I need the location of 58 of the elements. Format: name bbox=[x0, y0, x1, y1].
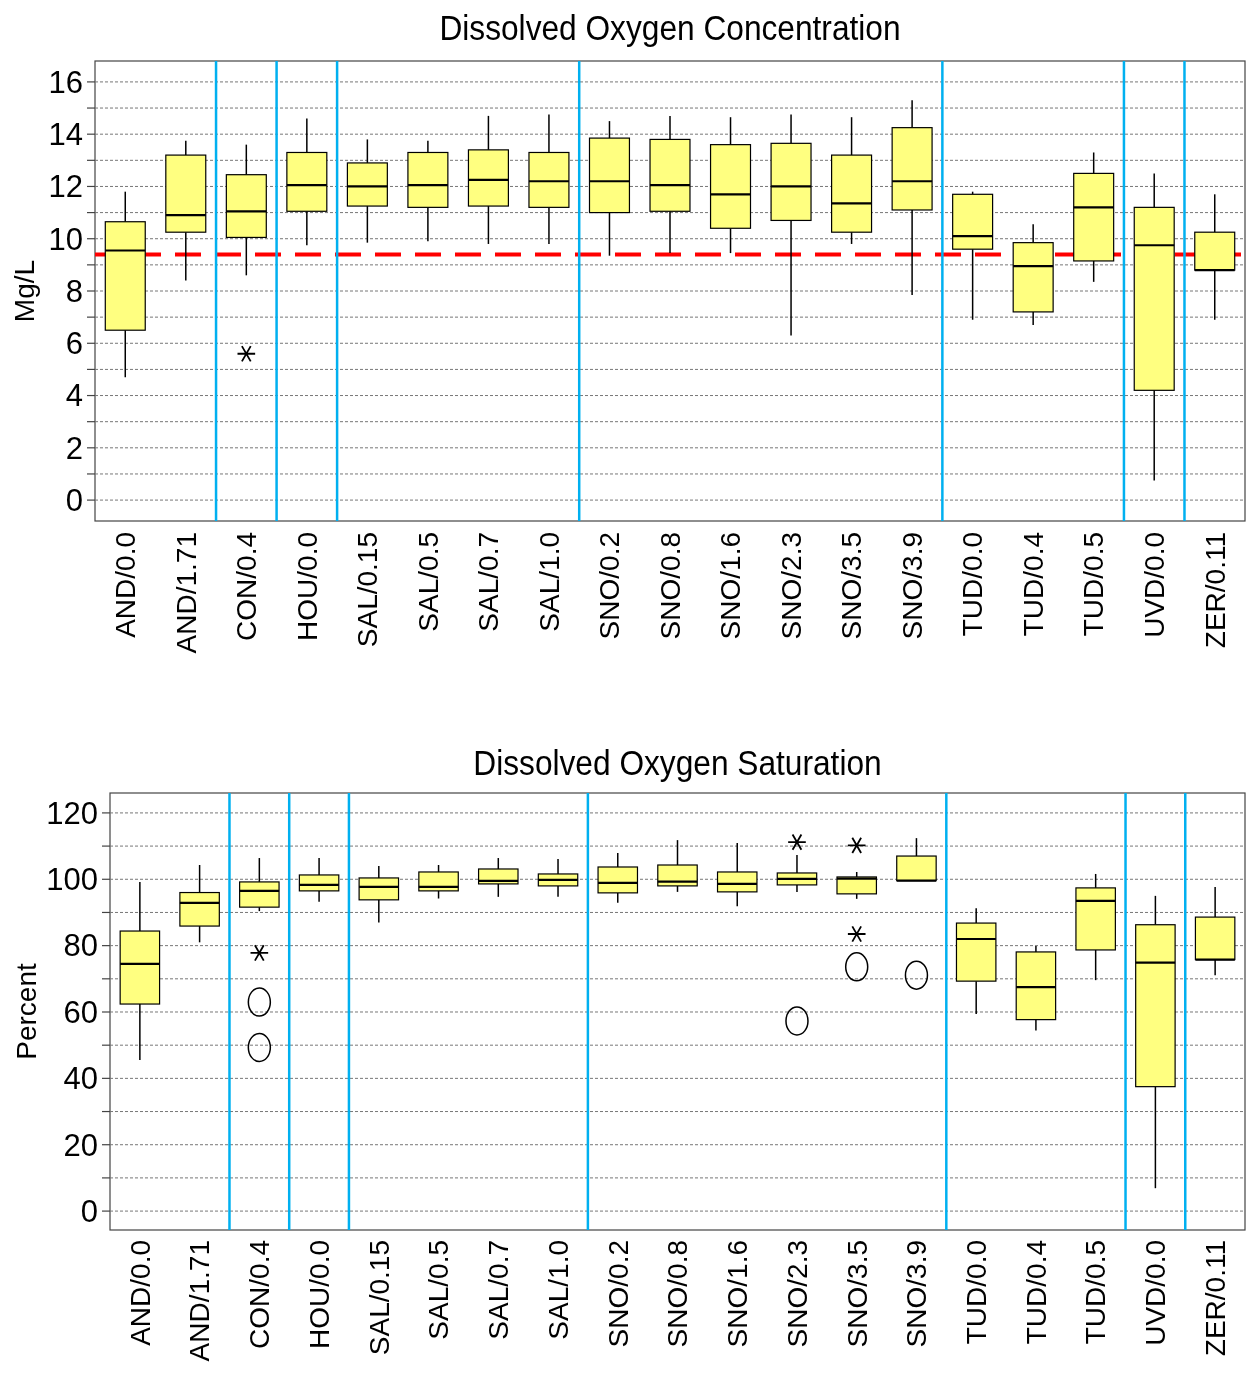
chart-title: Dissolved Oxygen Concentration bbox=[439, 7, 901, 48]
y-tick-label: 80 bbox=[63, 928, 98, 964]
x-tick-label: ZER/0.11 bbox=[1199, 532, 1231, 649]
x-tick-label: SNO/3.5 bbox=[841, 1240, 873, 1348]
x-tick-label: SNO/0.8 bbox=[662, 1240, 694, 1348]
x-tick-label: SNO/0.2 bbox=[594, 532, 626, 640]
x-tick-label: ZER/0.11 bbox=[1199, 1240, 1231, 1357]
y-tick-label: 40 bbox=[63, 1061, 98, 1097]
x-tick-label: SNO/3.5 bbox=[836, 532, 868, 640]
chart-title: Dissolved Oxygen Saturation bbox=[473, 742, 882, 783]
x-tick-label: SNO/1.6 bbox=[715, 532, 747, 640]
x-tick-label: AND/0.0 bbox=[124, 1240, 156, 1346]
x-tick-label: SAL/0.15 bbox=[363, 1240, 395, 1356]
x-tick-label: TUD/0.0 bbox=[960, 1240, 992, 1345]
x-tick-label: SNO/0.8 bbox=[654, 532, 686, 640]
y-axis-title: Mg/L bbox=[9, 259, 40, 323]
y-tick-label: 12 bbox=[48, 169, 83, 205]
x-tick-label: TUD/0.4 bbox=[1020, 1240, 1052, 1345]
x-tick-label: AND/1.71 bbox=[170, 532, 202, 654]
x-tick-label: TUD/0.0 bbox=[957, 532, 989, 637]
y-tick-label: 60 bbox=[63, 994, 98, 1030]
y-tick-label: 100 bbox=[46, 862, 98, 898]
y-tick-label: 10 bbox=[48, 221, 83, 257]
x-tick-label: SNO/0.2 bbox=[602, 1240, 634, 1348]
x-tick-label: SNO/3.9 bbox=[896, 532, 928, 640]
y-tick-label: 4 bbox=[65, 378, 83, 414]
x-tick-label: UVD/0.0 bbox=[1139, 532, 1171, 638]
x-tick-label: SNO/2.3 bbox=[781, 1240, 813, 1348]
x-tick-label: AND/1.71 bbox=[184, 1240, 216, 1362]
y-tick-label: 0 bbox=[80, 1193, 98, 1229]
y-tick-label: 16 bbox=[48, 64, 83, 100]
x-tick-label: SAL/0.15 bbox=[352, 532, 384, 648]
x-tick-label: HOU/0.0 bbox=[291, 532, 323, 641]
x-tick-label: HOU/0.0 bbox=[303, 1240, 335, 1349]
x-tick-label: CON/0.4 bbox=[231, 532, 263, 641]
x-tick-label: UVD/0.0 bbox=[1140, 1240, 1172, 1346]
y-tick-label: 120 bbox=[46, 795, 98, 831]
x-tick-label: SAL/0.5 bbox=[423, 1240, 455, 1340]
y-tick-label: 8 bbox=[65, 273, 83, 309]
y-tick-label: 2 bbox=[65, 430, 83, 466]
x-tick-label: SNO/3.9 bbox=[901, 1240, 933, 1348]
x-tick-label: TUD/0.5 bbox=[1078, 532, 1110, 637]
y-tick-label: 20 bbox=[63, 1127, 98, 1163]
y-tick-label: 0 bbox=[65, 482, 83, 518]
x-tick-label: SAL/1.0 bbox=[533, 532, 565, 632]
x-tick-label: SAL/0.7 bbox=[483, 1240, 515, 1340]
x-tick-label: TUD/0.5 bbox=[1080, 1240, 1112, 1345]
x-tick-label: AND/0.0 bbox=[110, 532, 142, 638]
x-tick-label: CON/0.4 bbox=[244, 1240, 276, 1349]
x-tick-label: SNO/2.3 bbox=[775, 532, 807, 640]
y-tick-label: 14 bbox=[48, 117, 83, 153]
x-tick-label: SAL/1.0 bbox=[542, 1240, 574, 1340]
y-tick-label: 6 bbox=[65, 326, 83, 362]
x-tick-label: SAL/0.7 bbox=[473, 532, 505, 632]
x-tick-label: TUD/0.4 bbox=[1017, 532, 1049, 637]
x-tick-label: SNO/1.6 bbox=[722, 1240, 754, 1348]
x-tick-label: SAL/0.5 bbox=[412, 532, 444, 632]
y-axis-title: Percent bbox=[11, 963, 42, 1060]
